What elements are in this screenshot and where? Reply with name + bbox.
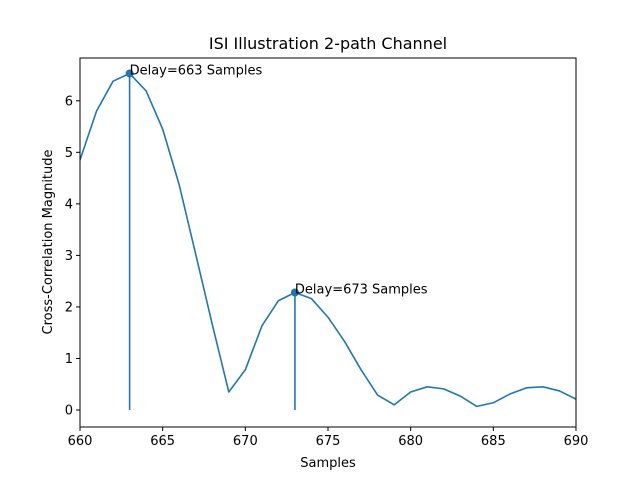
y-tick-label-2: 2 bbox=[65, 300, 73, 315]
y-tick-label-3: 3 bbox=[65, 249, 73, 264]
chart-title: ISI Illustration 2-path Channel bbox=[209, 34, 447, 53]
x-tick-label-6: 690 bbox=[564, 434, 589, 449]
y-tick-label-0: 0 bbox=[65, 403, 73, 418]
stem-marker-1 bbox=[290, 288, 299, 297]
y-tick-label-4: 4 bbox=[65, 197, 73, 212]
x-tick-label-0: 660 bbox=[68, 434, 93, 449]
annotation-0: Delay=663 Samples bbox=[130, 63, 263, 78]
x-tick-label-2: 670 bbox=[233, 434, 258, 449]
y-axis-ticks: 0 1 2 3 4 5 6 bbox=[65, 94, 80, 418]
stem-marker-0 bbox=[125, 69, 134, 78]
x-tick-label-5: 685 bbox=[481, 434, 506, 449]
y-tick-label-1: 1 bbox=[65, 352, 73, 367]
series-line-0 bbox=[80, 72, 576, 408]
y-axis-label: Cross-Correlation Magnitude bbox=[41, 149, 56, 334]
x-tick-label-3: 675 bbox=[316, 434, 341, 449]
plot-content bbox=[80, 69, 576, 410]
x-axis-ticks: 660 665 670 675 680 685 690 bbox=[68, 427, 589, 449]
plot-frame bbox=[79, 57, 577, 428]
x-tick-label-1: 665 bbox=[150, 434, 175, 449]
x-tick-label-4: 680 bbox=[398, 434, 423, 449]
x-axis-label: Samples bbox=[300, 456, 356, 471]
y-tick-label-5: 5 bbox=[65, 146, 73, 161]
plot-area: Delay=663 Samples Delay=673 Samples bbox=[80, 63, 576, 410]
y-tick-label-6: 6 bbox=[65, 94, 73, 109]
annotation-1: Delay=673 Samples bbox=[295, 282, 428, 297]
